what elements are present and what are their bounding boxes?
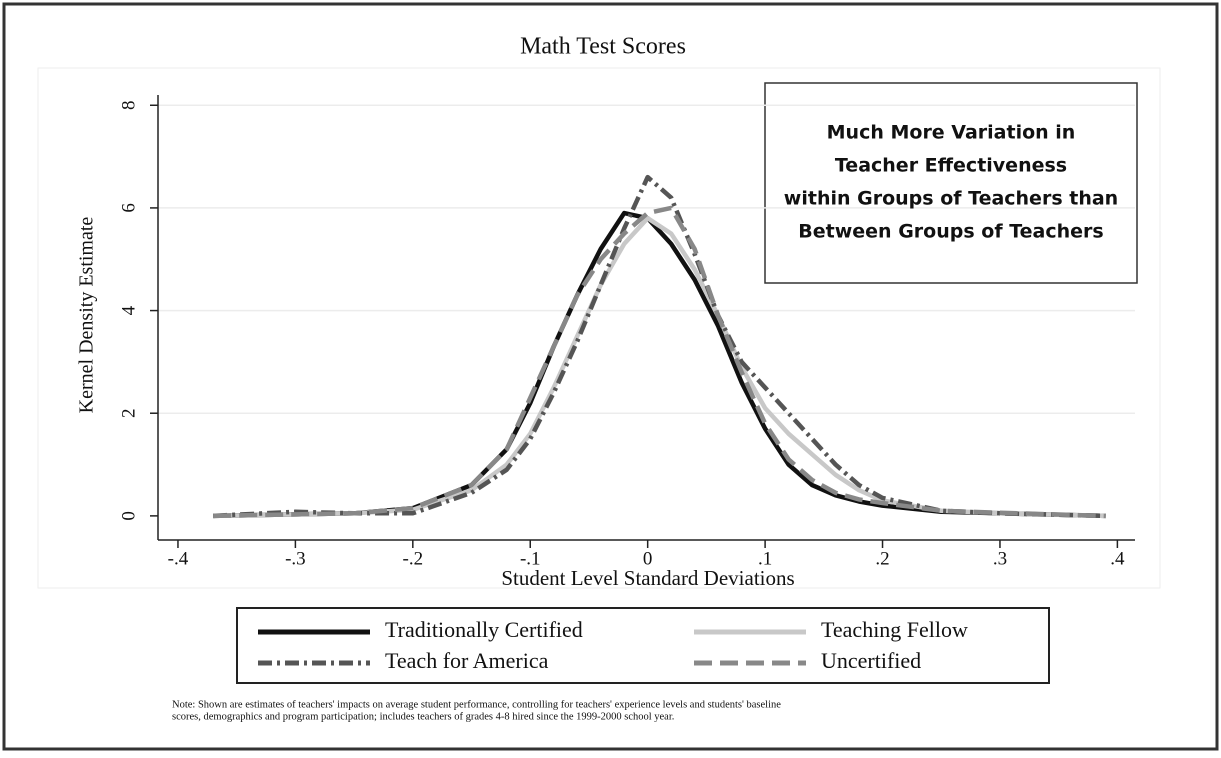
x-tick-label: .2 bbox=[875, 548, 889, 569]
legend-label: Teach for America bbox=[385, 648, 549, 673]
x-tick-label: -.2 bbox=[403, 548, 424, 569]
y-tick-label: 0 bbox=[118, 511, 139, 521]
x-tick-label: -.4 bbox=[168, 548, 189, 569]
legend-label: Traditionally Certified bbox=[385, 617, 583, 642]
note-line: scores, demographics and program partici… bbox=[172, 711, 674, 722]
x-tick-label: -.3 bbox=[285, 548, 306, 569]
y-tick-label: 8 bbox=[118, 101, 139, 111]
annotation-line: Much More Variation in bbox=[827, 122, 1076, 144]
legend-label: Uncertified bbox=[821, 648, 921, 673]
y-axis-label: Kernel Density Estimate bbox=[76, 217, 98, 414]
legend-box bbox=[236, 607, 1050, 684]
chart-title: Math Test Scores bbox=[520, 34, 686, 60]
plot-region bbox=[37, 67, 1161, 589]
annotation-box bbox=[764, 82, 1138, 284]
note-line: Note: Shown are estimates of teachers' i… bbox=[172, 699, 781, 710]
x-axis-label: Student Level Standard Deviations bbox=[501, 566, 794, 590]
y-tick-label: 2 bbox=[118, 408, 139, 418]
x-tick-label: .1 bbox=[758, 548, 772, 569]
x-tick-label: .3 bbox=[993, 548, 1007, 569]
y-tick-label: 4 bbox=[118, 305, 139, 315]
annotation-line: Teacher Effectiveness bbox=[835, 155, 1067, 177]
legend-label: Teaching Fellow bbox=[821, 617, 968, 642]
x-tick-label: -.1 bbox=[520, 548, 541, 569]
annotation-line: Between Groups of Teachers bbox=[798, 221, 1103, 243]
x-tick-label: .4 bbox=[1110, 548, 1125, 569]
x-tick-label: 0 bbox=[643, 548, 653, 569]
y-tick-label: 6 bbox=[118, 203, 139, 213]
annotation-line: within Groups of Teachers than bbox=[784, 188, 1118, 210]
series-line bbox=[213, 174, 1106, 519]
series-line bbox=[213, 205, 1106, 519]
